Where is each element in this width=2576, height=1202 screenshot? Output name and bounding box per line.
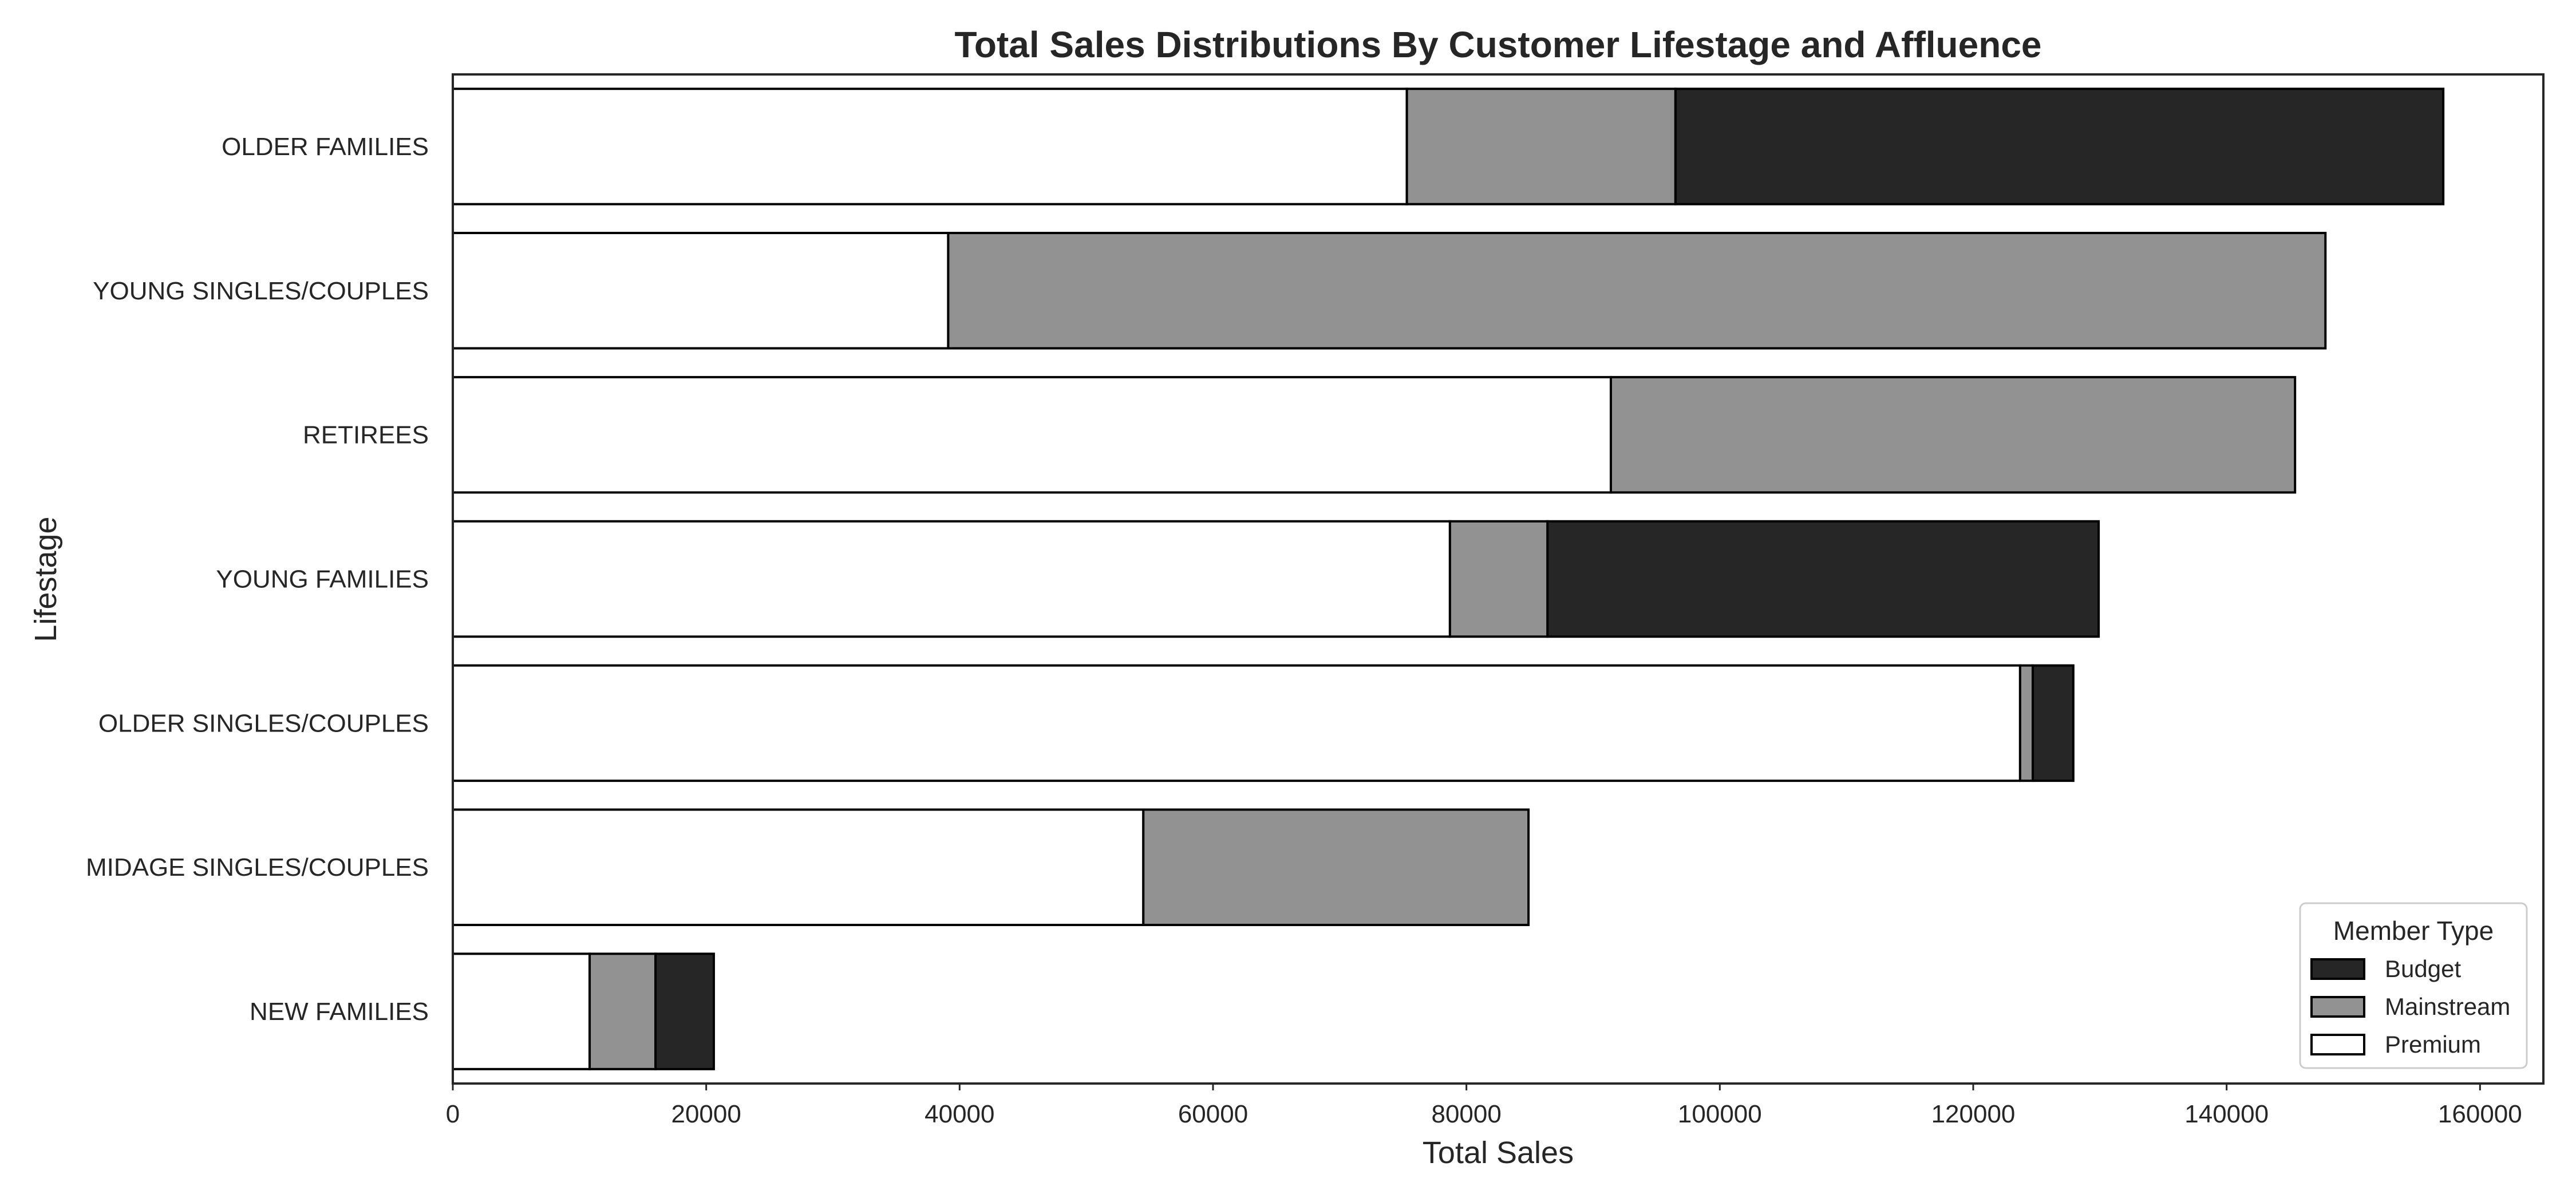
bar-new-families-mainstream xyxy=(588,952,657,1070)
y-tick-label: OLDER FAMILIES xyxy=(222,133,429,161)
y-tick-label: YOUNG FAMILIES xyxy=(216,566,429,594)
x-axis-ticks: 0 20000 40000 60000 80000 100000 120000 140000 1… xyxy=(446,1084,2522,1128)
bar-retirees-premium xyxy=(452,375,1612,494)
x-tick-label: 60000 xyxy=(1178,1100,1248,1128)
y-tick-label: RETIREES xyxy=(303,421,429,449)
plot-frame xyxy=(452,73,2545,1085)
bars-layer xyxy=(452,88,2445,1070)
x-tick-label: 20000 xyxy=(671,1100,741,1128)
x-tick-label: 80000 xyxy=(1431,1100,1501,1128)
bar-older-families-premium xyxy=(452,88,1408,205)
y-tick-label: NEW FAMILIES xyxy=(250,998,429,1026)
bar-young-singles-couples-premium xyxy=(452,232,950,350)
chart-title: Total Sales Distributions By Customer Li… xyxy=(955,24,2042,65)
bar-older-families-budget xyxy=(1674,88,2445,205)
x-axis-label: Total Sales xyxy=(1423,1136,1574,1170)
bar-midage-singles-couples-mainstream xyxy=(1142,808,1530,926)
legend-swatch-premium xyxy=(2310,1034,2365,1055)
bar-midage-singles-couples-premium xyxy=(452,808,1145,926)
bar-older-singles-couples-mainstream xyxy=(2018,664,2034,782)
y-axis-ticks: OLDER FAMILIES YOUNG SINGLES/COUPLES RETIR… xyxy=(86,133,429,1026)
legend-items: Budget Mainstream Premium xyxy=(2310,955,2510,1058)
legend-label-premium: Premium xyxy=(2385,1031,2481,1058)
bar-retirees-mainstream xyxy=(1609,375,2297,494)
bar-young-singles-couples-mainstream xyxy=(947,232,2327,350)
x-tick-label: 100000 xyxy=(1678,1100,1762,1128)
bar-older-singles-couples-budget xyxy=(2032,664,2075,782)
legend-title: Member Type xyxy=(2333,916,2494,946)
x-tick-label: 0 xyxy=(446,1100,460,1128)
y-tick-label: YOUNG SINGLES/COUPLES xyxy=(93,277,429,305)
x-tick-label: 140000 xyxy=(2184,1100,2269,1128)
y-tick-label: OLDER SINGLES/COUPLES xyxy=(98,709,429,737)
bar-older-singles-couples-premium xyxy=(452,664,2021,782)
x-tick-label: 160000 xyxy=(2438,1100,2522,1128)
legend-swatch-budget xyxy=(2310,958,2365,980)
x-tick-label: 40000 xyxy=(924,1100,994,1128)
legend-swatch-mainstream xyxy=(2310,996,2365,1018)
bar-young-families-budget xyxy=(1546,520,2100,638)
bar-young-families-mainstream xyxy=(1448,520,1549,638)
legend-label-mainstream: Mainstream xyxy=(2385,993,2510,1020)
x-tick-label: 120000 xyxy=(1931,1100,2016,1128)
legend-label-budget: Budget xyxy=(2385,955,2461,982)
bar-new-families-premium xyxy=(452,952,591,1070)
legend-frame xyxy=(2299,902,2528,1069)
y-axis-label: Lifestage xyxy=(29,516,63,642)
bar-new-families-budget xyxy=(654,952,715,1070)
bar-older-families-mainstream xyxy=(1405,88,1677,205)
legend: Member Type Budget Mainstream Premium xyxy=(2299,902,2528,1069)
y-tick-label: MIDAGE SINGLES/COUPLES xyxy=(86,853,429,881)
bar-young-families-premium xyxy=(452,520,1451,638)
